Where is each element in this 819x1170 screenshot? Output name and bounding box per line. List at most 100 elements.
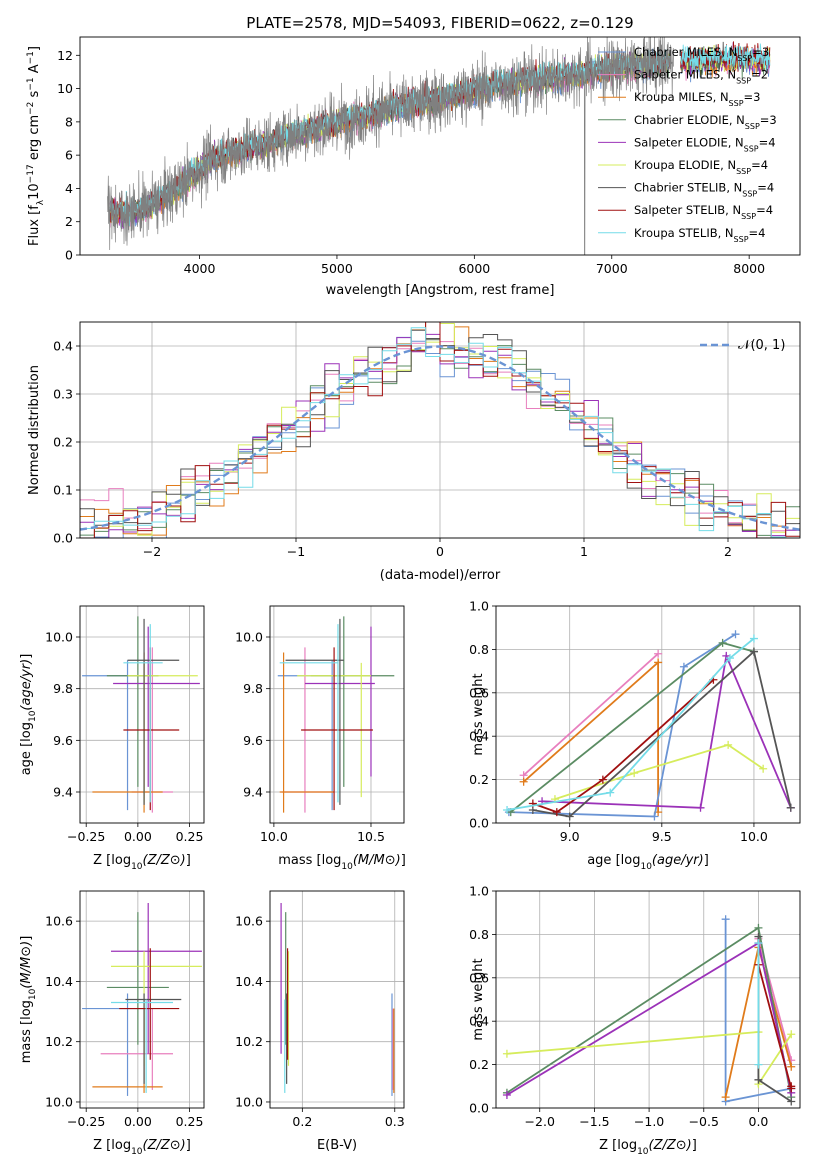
series-line: [506, 638, 758, 817]
legend-entry: Chabrier ELODIE, NSSP=3: [634, 113, 777, 131]
axes-frame: 0.2 0.3 10.0 10.2 10.4 10.6: [235, 890, 405, 1129]
y-tick-label: 0.1: [53, 483, 73, 498]
series-marker: [721, 1093, 730, 1102]
x-tick-label: 1: [580, 544, 588, 559]
axes-border: [79, 890, 205, 1109]
x-tick-label: −2: [143, 544, 161, 559]
y-tick-label: 10.6: [235, 914, 263, 929]
x-tick-label: 8000: [733, 261, 765, 276]
axes-border: [79, 605, 205, 824]
axes-border: [269, 605, 405, 824]
legend: Chabrier MILES, NSSP=3 Salpeter MILES, NS…: [598, 45, 777, 243]
residual-histogram: [80, 327, 800, 538]
y-tick-label: 10.4: [235, 974, 263, 989]
x-tick-label: 10.0: [260, 829, 288, 844]
x-tick-label: 4000: [184, 261, 216, 276]
y-tick-label: 10.0: [235, 1094, 263, 1109]
x-tick-label: −1.5: [579, 1114, 609, 1129]
legend-entry: Kroupa STELIB, NSSP=4: [634, 226, 765, 244]
x-tick-label: 0.00: [124, 1114, 152, 1129]
series-marker: [724, 740, 733, 749]
series-marker: [731, 630, 740, 639]
residual-histogram: [80, 322, 800, 538]
panel-age-vs-Z: −0.25 0.00 0.25 9.4 9.6 9.8 10.0 Z [log10(Z/Z⊙)…: [19, 605, 205, 872]
plot-area: [80, 322, 800, 538]
series-line: [754, 960, 796, 1093]
x-tick-label: 0.00: [124, 829, 152, 844]
x-tick-label: 6000: [458, 261, 490, 276]
series-marker: [679, 662, 688, 671]
series-marker: [654, 649, 663, 658]
series-marker: [749, 647, 758, 656]
axes-frame: −0.25 0.00 0.25 10.0 10.2 10.4 10.6: [45, 890, 205, 1129]
data-point: [123, 647, 180, 811]
y-tick-label: 1.0: [469, 884, 489, 899]
x-axis-label: Z [log10(Z/Z⊙)]: [93, 1138, 191, 1157]
data-point: [279, 652, 335, 813]
y-tick-label: 10.2: [235, 1034, 263, 1049]
series-line: [503, 634, 758, 814]
y-axis-label: mass weight: [471, 958, 486, 1040]
y-tick-label: 0.8: [469, 642, 489, 657]
data-point: [113, 626, 200, 787]
legend-entry: 𝒩(0, 1): [738, 338, 785, 353]
series-marker: [787, 1082, 796, 1091]
series-marker: [787, 1097, 796, 1106]
data-point: [279, 624, 339, 803]
y-tick-label: 6: [65, 148, 73, 163]
y-tick-label: 4: [65, 181, 73, 196]
x-axis-label: E(B-V): [317, 1138, 357, 1153]
y-tick-label: 0.0: [53, 531, 73, 546]
legend-entry: Kroupa ELODIE, NSSP=4: [634, 158, 768, 176]
data-point: [100, 1008, 173, 1090]
series-marker: [606, 788, 615, 797]
data-point: [111, 999, 173, 1093]
y-tick-label: 10.0: [45, 1094, 73, 1109]
series-marker: [754, 1075, 763, 1084]
series-marker: [749, 634, 758, 643]
y-tick-label: 10.2: [45, 1034, 73, 1049]
series-path: [523, 660, 659, 813]
x-tick-label: −0.5: [689, 1114, 719, 1129]
axes-frame: 10.0 10.5 9.4 9.6 9.8 10.0: [235, 605, 405, 844]
y-tick-label: 10.0: [45, 630, 73, 645]
x-tick-label: −1: [287, 544, 305, 559]
series-marker: [502, 1049, 511, 1058]
y-tick-label: 9.6: [243, 733, 263, 748]
series-marker: [754, 923, 763, 932]
series-marker: [552, 808, 561, 817]
series-marker: [754, 1060, 763, 1069]
series-line: [538, 651, 795, 812]
x-tick-label: 9.0: [560, 829, 580, 844]
data-point: [285, 618, 344, 805]
plot-area: [502, 915, 796, 1106]
plot-area: [82, 903, 202, 1096]
panel-massweight-vs-Z: −2.0 −1.5 −1.0 −0.5 0.0 0.0 0.2 0.4 0.6 0.8 1.0 mas…: [469, 884, 801, 1157]
y-tick-label: 0.6: [469, 685, 489, 700]
axes-frame: −2 −1 0 1 2 0.0 0.1 0.2 0.3 0.4: [53, 321, 801, 559]
y-tick-label: 0.0: [469, 816, 489, 831]
y-tick-label: 0.4: [53, 339, 73, 354]
series-line: [754, 939, 763, 1069]
plot-area: [277, 616, 395, 813]
data-point: [106, 912, 169, 1045]
series-marker: [759, 764, 768, 773]
x-tick-label: 0.2: [292, 1114, 312, 1129]
data-point: [277, 660, 362, 811]
panel-spectrum: 4000 5000 6000 7000 8000 0 2 4 6 8 10 12 wavelength …: [26, 36, 801, 298]
panel-residuals: −2 −1 0 1 2 0.0 0.1 0.2 0.3 0.4 (data-model)/error…: [27, 321, 801, 583]
y-tick-label: 0.4: [469, 1014, 489, 1029]
x-tick-label: 5000: [321, 261, 353, 276]
series-path: [522, 653, 659, 776]
series-marker: [598, 775, 607, 784]
x-tick-label: −1.0: [634, 1114, 664, 1129]
axes-frame: 9.0 9.5 10.0 0.0 0.2 0.4 0.6 0.8 1.0: [469, 599, 801, 844]
series-line: [519, 649, 663, 780]
series-marker: [654, 658, 663, 667]
data-point: [111, 903, 202, 1054]
series-path: [542, 652, 792, 809]
series-path: [506, 637, 755, 811]
series-marker: [519, 777, 528, 786]
series-marker: [786, 803, 795, 812]
axes-border: [79, 321, 801, 539]
